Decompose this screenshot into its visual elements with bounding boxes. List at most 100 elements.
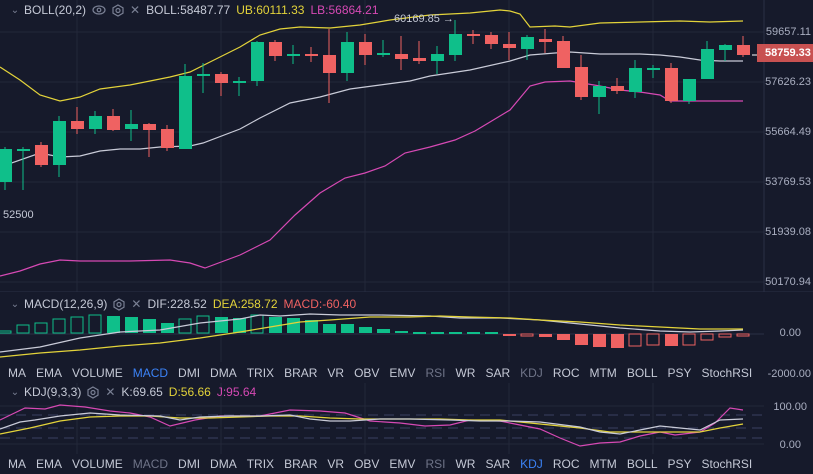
candle xyxy=(143,123,156,157)
macd-bar xyxy=(143,319,156,333)
tab-dmi[interactable]: DMI xyxy=(178,457,201,471)
tab-dma[interactable]: DMA xyxy=(210,366,237,380)
macd-dea-value: DEA:258.72 xyxy=(212,297,278,311)
candle xyxy=(0,147,12,190)
candle xyxy=(323,29,336,103)
macd-bar xyxy=(323,324,336,333)
tab-vr[interactable]: VR xyxy=(327,366,345,380)
macd-bar xyxy=(125,317,138,333)
macd-bar xyxy=(467,332,480,334)
indicator-tab-bar-2: MA EMA VOLUME MACD DMI DMA TRIX BRAR VR OBV EMV RSI… xyxy=(0,454,764,474)
tab-wr[interactable]: WR xyxy=(455,366,476,380)
boll-indicator-name: BOLL(20,2) xyxy=(24,3,87,17)
price-pane[interactable]: ⌄ BOLL(20,2) ✕ BOLL:58487.77 UB:60111.33… xyxy=(0,0,813,292)
min-price-annotation: 52500 xyxy=(3,209,34,221)
macd-bar xyxy=(593,334,606,347)
kdj-pane[interactable]: ⌄ KDJ(9,3,3) ✕ K:69.65 D:56.66 J:95.64 1… xyxy=(0,382,813,454)
eye-icon[interactable] xyxy=(92,5,106,15)
price-axis-label: 55664.49 xyxy=(765,126,811,138)
macd-chart[interactable] xyxy=(0,292,813,362)
settings-hexagon-icon[interactable] xyxy=(113,297,125,311)
tab-emv[interactable]: EMV xyxy=(389,457,416,471)
close-icon[interactable]: ✕ xyxy=(131,297,142,311)
collapse-chevron-icon[interactable]: ⌄ xyxy=(10,298,20,310)
tab-ema[interactable]: EMA xyxy=(36,366,63,380)
candle xyxy=(521,35,534,60)
tab-psy[interactable]: PSY xyxy=(667,457,692,471)
macd-bar xyxy=(413,332,426,334)
candle xyxy=(449,20,462,61)
tab-macd[interactable]: MACD xyxy=(132,366,169,380)
tab-vr[interactable]: VR xyxy=(327,457,345,471)
tab-psy[interactable]: PSY xyxy=(667,366,692,380)
macd-bar xyxy=(215,317,228,333)
candle xyxy=(647,65,660,78)
tab-brar[interactable]: BRAR xyxy=(284,457,318,471)
macd-bar xyxy=(16,324,30,334)
tab-kdj[interactable]: KDJ xyxy=(520,366,543,380)
settings-hexagon-icon[interactable] xyxy=(112,3,124,17)
tab-emv[interactable]: EMV xyxy=(389,366,416,380)
kdj-axis-label: 0.00 xyxy=(779,439,801,451)
tab-dma[interactable]: DMA xyxy=(210,457,237,471)
tab-mtm[interactable]: MTM xyxy=(589,457,617,471)
tab-roc[interactable]: ROC xyxy=(552,457,580,471)
tab-volume[interactable]: VOLUME xyxy=(72,366,123,380)
tab-ema[interactable]: EMA xyxy=(36,457,63,471)
macd-bar xyxy=(395,331,408,333)
tab-stochrsi[interactable]: StochRSI xyxy=(701,366,753,380)
tab-kdj[interactable]: KDJ xyxy=(520,457,543,471)
tab-roc[interactable]: ROC xyxy=(552,366,580,380)
macd-bar xyxy=(88,314,102,334)
macd-pane[interactable]: ⌄ MACD(12,26,9) ✕ DIF:228.52 DEA:258.72 … xyxy=(0,292,813,362)
boll-ub-value: UB:60111.33 xyxy=(236,3,305,17)
tab-boll[interactable]: BOLL xyxy=(626,366,658,380)
candle xyxy=(161,125,174,151)
macd-bar xyxy=(178,318,192,334)
tab-obv[interactable]: OBV xyxy=(354,457,380,471)
macd-bar xyxy=(161,323,174,333)
tab-rsi[interactable]: RSI xyxy=(425,457,446,471)
candle xyxy=(269,40,282,61)
macd-bar xyxy=(520,333,534,337)
candle xyxy=(179,64,192,149)
tab-sar[interactable]: SAR xyxy=(485,366,511,380)
tab-obv[interactable]: OBV xyxy=(354,366,380,380)
macd-dea-line xyxy=(0,315,743,358)
candlestick-chart[interactable] xyxy=(0,0,813,292)
candle xyxy=(341,32,354,81)
tab-trix[interactable]: TRIX xyxy=(246,366,275,380)
tab-brar[interactable]: BRAR xyxy=(284,366,318,380)
kdj-chart[interactable] xyxy=(0,382,813,454)
collapse-chevron-icon[interactable]: ⌄ xyxy=(10,4,20,16)
tab-ma[interactable]: MA xyxy=(8,366,26,380)
macd-bar xyxy=(70,316,84,334)
macd-axis-label: -2000.00 xyxy=(767,368,811,380)
tab-stochrsi[interactable]: StochRSI xyxy=(701,457,753,471)
tab-trix[interactable]: TRIX xyxy=(246,457,275,471)
tab-dmi[interactable]: DMI xyxy=(178,366,201,380)
macd-bar xyxy=(359,327,372,333)
candle xyxy=(611,78,624,94)
tab-mtm[interactable]: MTM xyxy=(589,366,617,380)
settings-hexagon-icon[interactable] xyxy=(87,385,99,399)
macd-bar xyxy=(611,334,624,348)
macd-bar xyxy=(628,333,642,347)
tab-wr[interactable]: WR xyxy=(455,457,476,471)
collapse-chevron-icon[interactable]: ⌄ xyxy=(10,386,20,398)
kdj-k-value: K:69.65 xyxy=(121,385,163,399)
tab-boll[interactable]: BOLL xyxy=(626,457,658,471)
price-axis-label: 50170.94 xyxy=(765,276,811,288)
close-icon[interactable]: ✕ xyxy=(105,385,116,399)
kdj-k-line xyxy=(0,412,744,435)
close-icon[interactable]: ✕ xyxy=(130,3,141,17)
tab-sar[interactable]: SAR xyxy=(485,457,511,471)
candle xyxy=(305,47,318,62)
tab-rsi[interactable]: RSI xyxy=(425,366,446,380)
tab-volume[interactable]: VOLUME xyxy=(72,457,123,471)
kdj-j-value: J:95.64 xyxy=(216,385,257,399)
tab-macd[interactable]: MACD xyxy=(132,457,169,471)
boll-legend: ⌄ BOLL(20,2) ✕ BOLL:58487.77 UB:60111.33… xyxy=(0,0,385,20)
candle xyxy=(287,45,300,64)
tab-ma[interactable]: MA xyxy=(8,457,26,471)
